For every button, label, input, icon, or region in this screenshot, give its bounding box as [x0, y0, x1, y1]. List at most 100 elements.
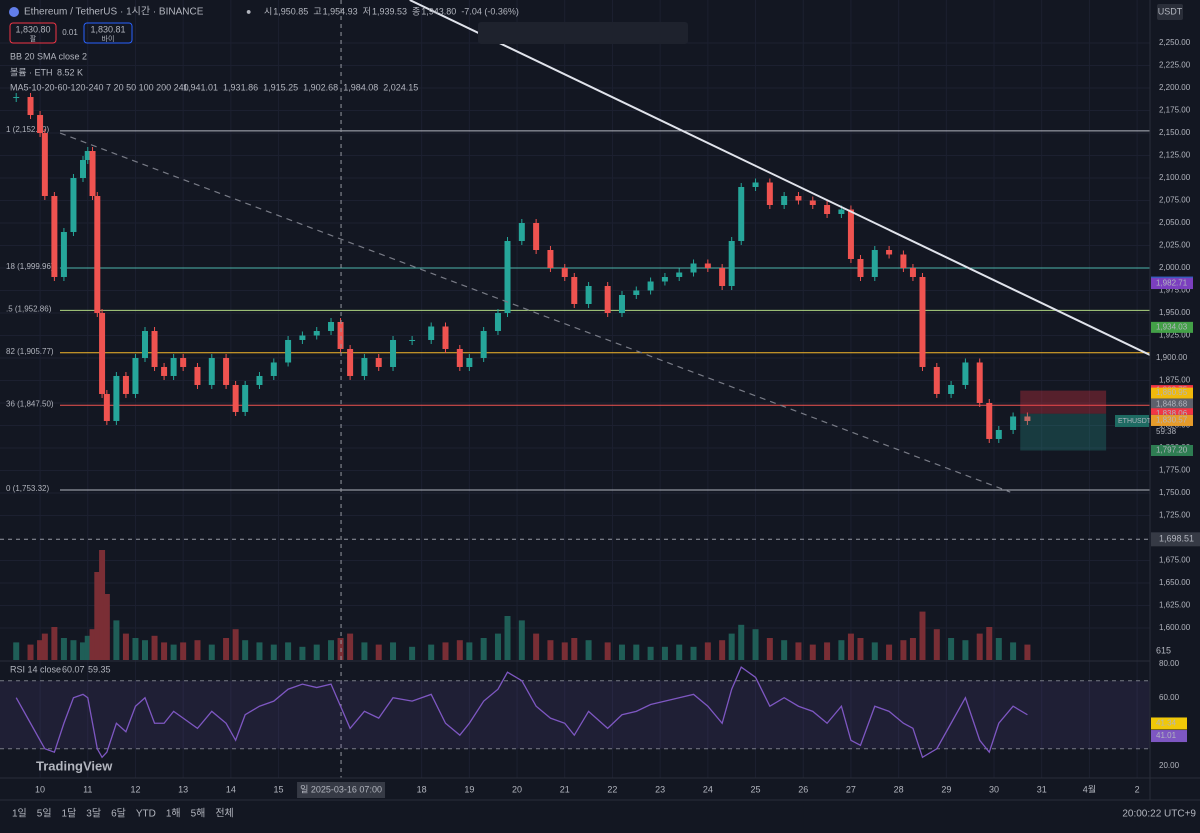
range-button[interactable]: 3달: [86, 808, 101, 820]
candle: [738, 187, 745, 241]
candle: [94, 196, 101, 313]
volume-bar: [719, 640, 726, 660]
fib-label: 1 (2,152.40): [6, 125, 49, 134]
volume-bar: [132, 638, 139, 660]
price-tag-bg: [1151, 278, 1193, 290]
candle: [909, 267, 916, 277]
candle: [208, 357, 215, 385]
price-tag: 1,838.06: [1156, 409, 1188, 418]
volume-bar: [361, 642, 368, 660]
y-tick-label: 1,875.00: [1159, 376, 1191, 385]
candle: [533, 222, 540, 250]
volume-bar: [604, 642, 611, 660]
candle: [604, 285, 611, 313]
x-tick-label: 29: [941, 784, 951, 794]
candle: [948, 384, 955, 394]
candle: [480, 330, 487, 358]
price-tag-bg: [1151, 444, 1193, 456]
currency[interactable]: USDT: [1158, 6, 1183, 16]
volume-bar: [1010, 642, 1017, 660]
price-tag: 1,848.68: [1156, 399, 1188, 408]
x-tick-label: 2: [1135, 784, 1140, 794]
candle: [375, 357, 382, 367]
volume-bar: [704, 642, 711, 660]
rsi-tag: 41.01: [1156, 731, 1177, 740]
range-button[interactable]: 5일: [37, 808, 52, 820]
x-tick-label: 31: [1037, 784, 1047, 794]
candle: [933, 366, 940, 394]
sell-price[interactable]: 1,830.80: [15, 24, 50, 34]
range-button[interactable]: 전체: [215, 808, 233, 820]
range-button[interactable]: 5해: [191, 807, 206, 820]
currency-button[interactable]: [1157, 4, 1183, 20]
volume-bar: [142, 640, 149, 660]
volume-bar: [70, 640, 77, 660]
volume-bar: [857, 638, 864, 660]
buy-button[interactable]: [83, 22, 133, 44]
crosshair-tag-bg: [1151, 532, 1200, 547]
ma-value: 1,984.08: [343, 82, 378, 92]
fib-label: 36 (1,847.50): [6, 399, 54, 408]
volume-bar: [738, 624, 745, 660]
candle: [194, 366, 201, 385]
axes: 2,250.00 2,225.00 2,200.00 2,175.00 2,150.00…: [35, 38, 1200, 798]
y-tick-label: 2,175.00: [1159, 106, 1191, 115]
candle: [151, 330, 158, 367]
volume-bar: [180, 642, 187, 660]
volume-bar: [518, 620, 525, 660]
volume-bar: [661, 646, 668, 660]
price-tag: 1,982.71: [1156, 279, 1188, 288]
range-button[interactable]: 1일: [12, 808, 27, 820]
sell-button[interactable]: [9, 22, 57, 44]
candle: [223, 357, 230, 385]
volume-bar: [428, 644, 435, 660]
candle: [719, 267, 726, 286]
rsi-tag-bg: [1151, 717, 1187, 730]
candle: [79, 160, 86, 179]
volume-bar: [561, 642, 568, 660]
volume-bar: [847, 633, 854, 660]
candle: [51, 196, 58, 277]
volume-bar: [933, 629, 940, 660]
price-tag: 1,900.00: [1156, 353, 1188, 362]
x-tick-label: 23: [655, 784, 665, 794]
volume-bar: [986, 627, 993, 660]
range-button[interactable]: 1해: [166, 807, 181, 820]
candle: [456, 348, 463, 367]
volume-bar: [900, 640, 907, 660]
volume-bar: [647, 646, 654, 660]
volume-bar: [752, 629, 759, 660]
buy-price[interactable]: 1,830.81: [90, 24, 125, 34]
candle: [561, 267, 568, 277]
ma-value: 1,915.25: [263, 82, 298, 92]
range-button[interactable]: 1달: [62, 808, 77, 820]
candle: [242, 384, 249, 412]
range-button[interactable]: 6달: [111, 808, 126, 820]
x-tick-label: 26: [798, 784, 808, 794]
countdown: 59:38: [1156, 427, 1177, 436]
bottom-bar: [0, 800, 1200, 828]
candle: [618, 294, 625, 313]
x-tick-label: 19: [464, 784, 474, 794]
x-tick-label: 21: [560, 784, 570, 794]
volume-bar: [103, 594, 110, 660]
price-tag-bg: [1151, 408, 1193, 420]
spread: 0.01: [62, 28, 78, 37]
volume-bar: [161, 642, 168, 660]
ma-legend: MA5-10-20-60-120-240 7 20 50 100 200 240: [10, 82, 189, 92]
candle: [409, 339, 416, 341]
candle: [99, 312, 106, 394]
candle: [704, 263, 711, 268]
buy-label[interactable]: 바이: [102, 34, 115, 43]
sell-label[interactable]: 팔: [30, 34, 37, 43]
rsi-line: [15, 666, 1028, 759]
volume-bar: [838, 640, 845, 660]
y-tick-label: 2,225.00: [1159, 61, 1191, 70]
rsi-title: RSI 14 close: [10, 664, 61, 674]
range-button[interactable]: YTD: [136, 809, 156, 820]
y-tick-label: 2,150.00: [1159, 128, 1191, 137]
y-tick-label: 1,600.00: [1159, 623, 1191, 632]
x-tick-label: 20: [512, 784, 522, 794]
candle: [466, 357, 473, 367]
